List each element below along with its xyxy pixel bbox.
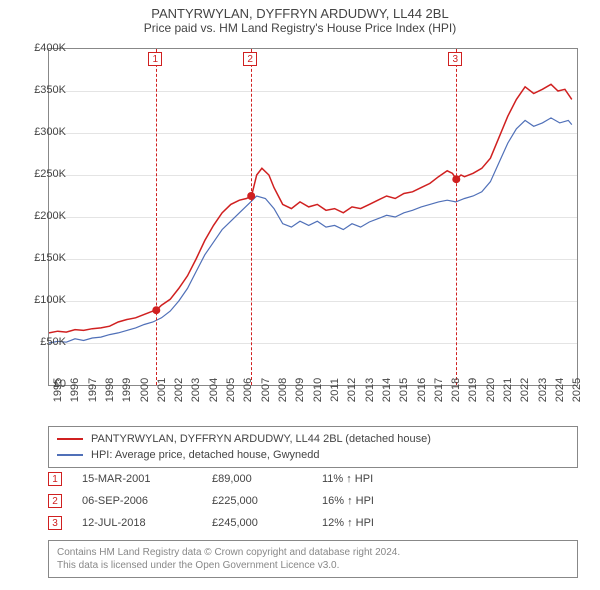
sale-marker-label: 2 [243,52,257,66]
chart-title: PANTYRWYLAN, DYFFRYN ARDUDWY, LL44 2BL [0,0,600,21]
legend-swatch [57,454,83,456]
x-axis-tick-label: 2006 [242,378,254,402]
x-axis-tick-label: 2003 [190,378,202,402]
x-axis-tick-label: 2007 [260,378,272,402]
x-axis-tick-label: 2024 [554,378,566,402]
x-axis-tick-label: 1996 [69,378,81,402]
x-axis-tick-label: 2002 [173,378,185,402]
sale-events-table: 1 15-MAR-2001 £89,000 11% ↑ HPI 2 06-SEP-2006… [48,468,578,534]
x-axis-tick-label: 2023 [537,378,549,402]
sale-event-price: £225,000 [212,495,302,507]
x-axis-tick-label: 2012 [346,378,358,402]
footer-line-1: Contains HM Land Registry data © Crown c… [57,546,569,559]
y-axis-tick-label: £200K [22,210,66,222]
x-axis-tick-label: 1999 [121,378,133,402]
sale-event-date: 12-JUL-2018 [82,517,192,529]
x-axis-tick-label: 2017 [433,378,445,402]
legend-item: HPI: Average price, detached house, Gwyn… [57,447,569,463]
y-axis-tick-label: £400K [22,42,66,54]
sale-event-marker: 1 [48,472,62,486]
x-axis-tick-label: 2001 [156,378,168,402]
x-axis-tick-label: 1998 [104,378,116,402]
x-axis-tick-label: 1995 [52,378,64,402]
y-axis-tick-label: £100K [22,294,66,306]
sale-marker-vline [456,49,457,385]
y-axis-tick-label: £250K [22,168,66,180]
footer-line-2: This data is licensed under the Open Gov… [57,559,569,572]
sale-marker-label: 1 [148,52,162,66]
sale-event-marker: 3 [48,516,62,530]
x-axis-tick-label: 2019 [467,378,479,402]
footer-attribution: Contains HM Land Registry data © Crown c… [48,540,578,578]
x-axis-tick-label: 2018 [450,378,462,402]
chart-subtitle: Price paid vs. HM Land Registry's House … [0,21,600,39]
legend-item: PANTYRWYLAN, DYFFRYN ARDUDWY, LL44 2BL (… [57,431,569,447]
sale-event-price: £89,000 [212,473,302,485]
x-axis-tick-label: 2005 [225,378,237,402]
y-axis-tick-label: £150K [22,252,66,264]
sale-marker-label: 3 [448,52,462,66]
sale-event-row: 1 15-MAR-2001 £89,000 11% ↑ HPI [48,468,578,490]
sale-event-date: 06-SEP-2006 [82,495,192,507]
sale-event-delta: 11% ↑ HPI [322,473,373,485]
legend-label: HPI: Average price, detached house, Gwyn… [91,449,320,461]
x-axis-tick-label: 2020 [485,378,497,402]
sale-marker-vline [251,49,252,385]
chart-svg [49,49,577,385]
x-axis-tick-label: 2010 [312,378,324,402]
x-axis-tick-label: 2004 [208,378,220,402]
x-axis-tick-label: 2016 [416,378,428,402]
sale-event-row: 3 12-JUL-2018 £245,000 12% ↑ HPI [48,512,578,534]
y-axis-tick-label: £350K [22,84,66,96]
chart-legend: PANTYRWYLAN, DYFFRYN ARDUDWY, LL44 2BL (… [48,426,578,468]
sale-event-delta: 16% ↑ HPI [322,495,374,507]
x-axis-tick-label: 2021 [502,378,514,402]
y-axis-tick-label: £300K [22,126,66,138]
x-axis-tick-label: 2011 [329,378,341,402]
series-line [49,84,572,333]
x-axis-tick-label: 2014 [381,378,393,402]
x-axis-tick-label: 1997 [87,378,99,402]
x-axis-tick-label: 2009 [294,378,306,402]
legend-swatch [57,438,83,440]
x-axis-tick-label: 2000 [139,378,151,402]
x-axis-tick-label: 2022 [519,378,531,402]
sale-marker-vline [156,49,157,385]
y-axis-tick-label: £50K [22,336,66,348]
sale-event-row: 2 06-SEP-2006 £225,000 16% ↑ HPI [48,490,578,512]
x-axis-tick-label: 2015 [398,378,410,402]
sale-event-marker: 2 [48,494,62,508]
legend-label: PANTYRWYLAN, DYFFRYN ARDUDWY, LL44 2BL (… [91,433,431,445]
chart-plot-area [48,48,578,386]
sale-event-delta: 12% ↑ HPI [322,517,374,529]
x-axis-tick-label: 2013 [364,378,376,402]
sale-event-price: £245,000 [212,517,302,529]
x-axis-tick-label: 2008 [277,378,289,402]
x-axis-tick-label: 2025 [571,378,583,402]
sale-event-date: 15-MAR-2001 [82,473,192,485]
